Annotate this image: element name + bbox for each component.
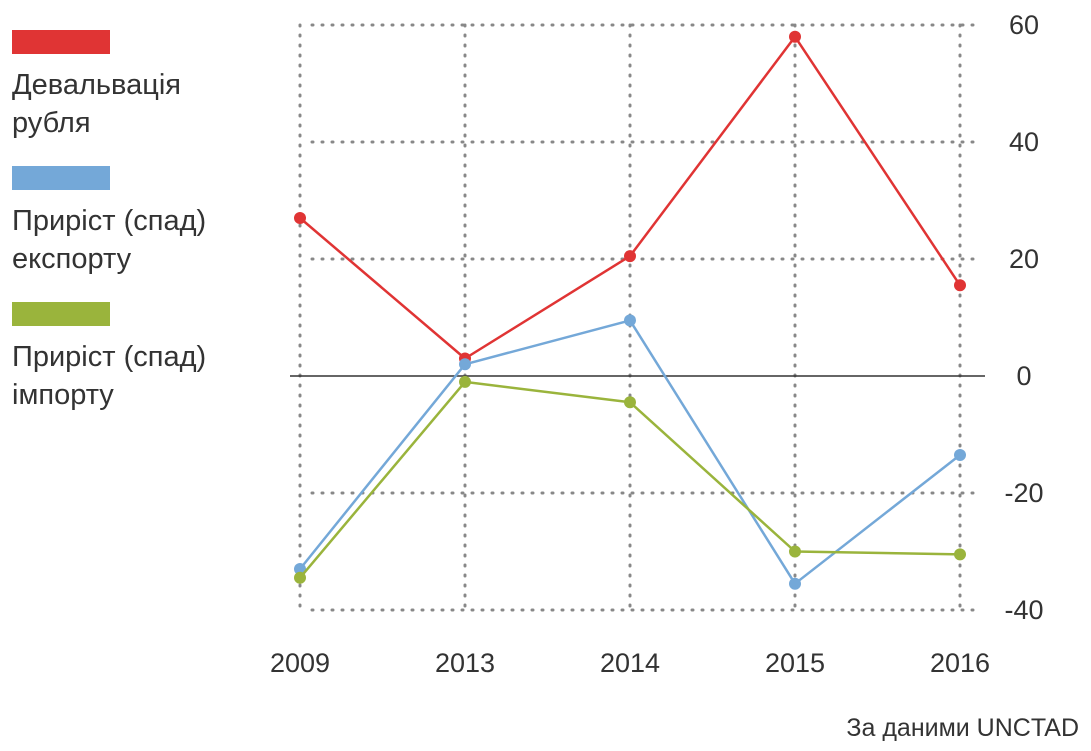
source-note: За даними UNCTAD — [846, 714, 1079, 742]
data-point-export-2009 — [294, 563, 306, 575]
data-point-export-2014 — [624, 314, 636, 327]
data-point-export-2013 — [459, 358, 471, 371]
data-point-import-2013 — [459, 375, 471, 388]
y-tick-label-3: 20 — [1009, 244, 1039, 274]
data-point-devaluation-2015 — [789, 30, 801, 43]
y-tick-label-6: -40 — [1004, 595, 1043, 625]
legend-item-import: Приріст (спад) імпорту — [12, 302, 272, 414]
x-tick-label-2014: 2014 — [600, 648, 660, 678]
y-tick-label-4: 0 — [1016, 361, 1031, 391]
y-tick-label-2: 40 — [1009, 127, 1039, 157]
legend-swatch-import — [12, 302, 110, 326]
x-tick-label-2013: 2013 — [435, 648, 495, 678]
x-tick-label-2009: 2009 — [270, 648, 330, 678]
legend-item-export: Приріст (спад) експорту — [12, 166, 272, 278]
data-point-import-2009 — [294, 571, 306, 584]
data-point-import-2016 — [954, 548, 966, 561]
data-point-export-2015 — [789, 577, 801, 590]
legend-item-devaluation: Девальвація рубля — [12, 30, 272, 142]
legend-label-devaluation: Девальвація рубля — [12, 69, 181, 139]
legend-swatch-devaluation — [12, 30, 110, 54]
data-point-export-2016 — [954, 449, 966, 461]
legend-label-export: Приріст (спад) експорту — [12, 205, 207, 275]
data-point-devaluation-2016 — [954, 279, 966, 292]
data-point-devaluation-2009 — [294, 212, 306, 224]
x-tick-label-2016: 2016 — [930, 648, 990, 678]
y-tick-label-1: 60 — [1009, 10, 1039, 40]
data-point-import-2014 — [624, 396, 636, 409]
chart-legend: Девальвація рубля Приріст (спад) експорт… — [12, 30, 272, 438]
data-point-import-2015 — [789, 545, 801, 558]
legend-label-import: Приріст (спад) імпорту — [12, 341, 207, 411]
series-line-import — [299, 380, 961, 579]
y-tick-label-5: -20 — [1004, 478, 1043, 508]
data-point-devaluation-2014 — [624, 250, 636, 263]
legend-swatch-export — [12, 166, 110, 190]
x-tick-label-2015: 2015 — [765, 648, 825, 678]
